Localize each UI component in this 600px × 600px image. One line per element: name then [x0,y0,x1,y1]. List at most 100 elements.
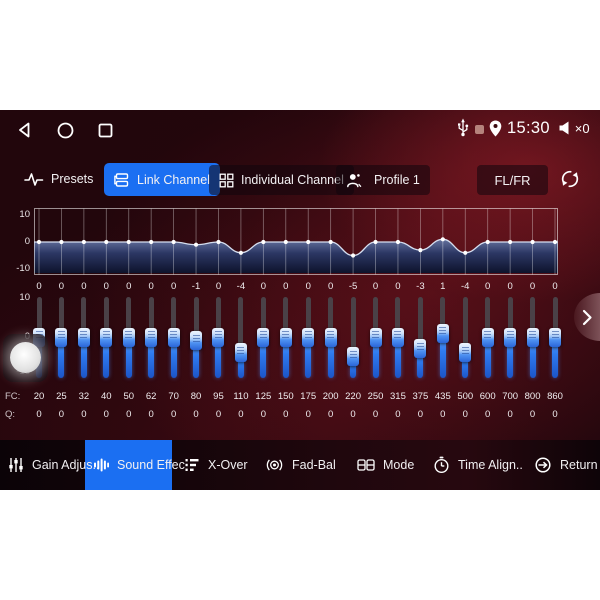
band-gain-value: 0 [485,281,491,292]
eq-slider-40hz[interactable] [99,297,113,378]
tab-individual-channel[interactable]: Individual Channel [209,165,354,195]
eq-slider-110hz[interactable] [234,297,248,378]
speaker-mute-icon [559,121,570,135]
nav-fad-bal-label: Fad-Bal [292,458,336,472]
band-q-value: 0 [170,409,177,420]
active-tab-highlight [85,440,172,490]
eq-slider-600hz[interactable] [481,297,495,378]
nav-return-label: Return [560,458,598,472]
band-gain-value: 0 [103,281,109,292]
grid-channels-icon [219,173,234,188]
eq-slider-25hz[interactable] [54,297,68,378]
band-fc-value: 375 [412,391,429,402]
nav-return[interactable]: Return [534,440,598,490]
band-q-value: 0 [193,409,199,420]
eq-slider-220hz[interactable] [346,297,360,378]
headunit-screen: 15:30 ×0 Presets Link Channel Ind [0,110,600,490]
band-q-value: 0 [103,409,109,420]
eq-slider-800hz[interactable] [526,297,540,378]
knob-circle[interactable] [10,342,41,373]
nav-fad-bal[interactable]: Fad-Bal [265,440,336,490]
band-fc-value: 700 [502,391,519,402]
band-q-value: 0 [238,409,244,420]
band-fc-value: 40 [101,391,112,402]
eq-slider-250hz[interactable] [369,297,383,378]
band-fc-value: 860 [547,391,563,402]
band-fc-value: 315 [390,391,406,402]
tab-presets[interactable]: Presets [14,164,103,194]
eq-slider-315hz[interactable] [391,297,405,378]
band-fc-value: 50 [123,391,135,402]
nav-time-align[interactable]: Time Align.. [433,440,523,490]
nav-x-over[interactable]: X-Over [184,440,248,490]
tab-profile[interactable]: Profile 1 [336,165,430,195]
mute-count: ×0 [574,120,590,136]
band-q-value: 0 [36,409,42,420]
android-back-button[interactable] [16,121,34,139]
eq-slider-435hz[interactable] [436,297,450,378]
nav-mode[interactable]: Mode [357,440,414,490]
next-bands-chevron[interactable] [574,293,600,341]
eq-slider-700hz[interactable] [503,297,517,378]
tab-individual-channel-label: Individual Channel [241,173,344,187]
eq-slider-50hz[interactable] [122,297,136,378]
band-gain-value: 0 [529,281,536,292]
eq-slider-62hz[interactable] [144,297,158,378]
eq-slider-200hz[interactable] [324,297,338,378]
eq-slider-860hz[interactable] [548,297,562,378]
tab-link-channel-label: Link Channel [137,172,210,187]
band-fc-value: 250 [367,391,384,402]
band-q-value: 0 [529,409,536,420]
band-gain-value: 0 [126,281,132,292]
band-gain-value: 0 [327,281,334,292]
band-q-value: 0 [440,409,446,420]
band-fc-value: 200 [322,391,339,402]
bottom-nav-bar: Gain Adjus.. Sound Effec X-Over [0,440,600,490]
band-fc-value: 110 [233,391,249,402]
band-fc-value: 435 [434,391,451,402]
timer-clock-icon [433,456,450,474]
band-gain-value: 0 [36,281,42,292]
band-q-value: 0 [260,409,266,420]
volume-knob-overlay[interactable] [3,334,48,382]
eq-slider-125hz[interactable] [256,297,270,378]
nav-sound-effect[interactable]: Sound Effec [93,440,185,490]
eq-curve-graph [34,208,558,276]
nav-gain-adjust[interactable]: Gain Adjus.. [8,440,99,490]
band-gain-value: 0 [148,281,154,292]
graph-scale-neg10: -10 [16,263,30,274]
slider-scale-10: 10 [19,292,30,303]
eq-slider-95hz[interactable] [211,297,225,378]
equalizer-bars-icon [93,457,109,473]
band-gain-value: -1 [191,281,201,292]
link-channel-icon [114,172,130,188]
band-q-value: 0 [552,409,558,420]
band-fc-value: 220 [345,391,361,402]
eq-slider-32hz[interactable] [77,297,91,378]
nav-gain-adjust-label: Gain Adjus.. [32,458,100,472]
graph-scale-0: 0 [24,236,30,247]
band-gain-value: 0 [260,281,266,292]
fader-balance-icon [265,457,284,473]
band-fc-value: 80 [190,391,202,402]
mode-grid-icon [357,457,375,473]
band-q-value: 0 [507,409,513,420]
sd-card-icon [475,124,484,134]
band-fc-value: 25 [56,391,67,402]
profile-person-icon [346,172,362,188]
eq-slider-500hz[interactable] [458,297,472,378]
android-home-button[interactable] [57,122,74,139]
eq-slider-80hz[interactable] [189,297,203,378]
band-fc-value: 95 [213,391,224,402]
refresh-button[interactable] [558,167,582,191]
eq-slider-175hz[interactable] [301,297,315,378]
band-gain-value: -4 [236,281,246,292]
android-recents-button[interactable] [98,123,113,138]
tab-link-channel[interactable]: Link Channel [104,163,220,196]
fl-fr-button[interactable]: FL/FR [477,165,548,195]
band-fc-value: 500 [457,391,474,402]
eq-slider-375hz[interactable] [413,297,427,378]
eq-slider-150hz[interactable] [279,297,293,378]
q-row-label: Q: [5,409,16,420]
eq-slider-70hz[interactable] [167,297,181,378]
